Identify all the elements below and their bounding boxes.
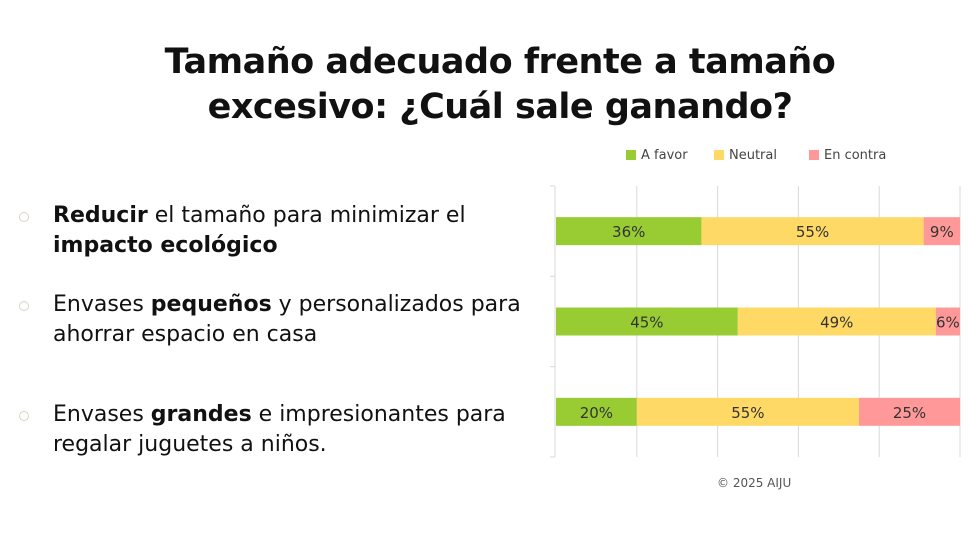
data-label: 36%: [612, 223, 645, 241]
legend-swatch: [626, 150, 636, 160]
data-label: 9%: [930, 223, 954, 241]
bullet-circle-icon: [19, 411, 29, 421]
data-label: 55%: [731, 404, 764, 422]
data-label: 25%: [893, 404, 926, 422]
text: el tamaño para minimizar el: [147, 203, 466, 228]
text: Envases: [53, 402, 151, 427]
legend-label: En contra: [824, 148, 887, 163]
bold-text: impacto ecológico: [53, 233, 278, 258]
bullet-circle-icon: [19, 212, 29, 222]
text: Envases: [53, 292, 151, 317]
bar-segment: [737, 307, 936, 336]
data-label: 20%: [580, 404, 613, 422]
text: e impresionantes para regalar juguetes a…: [53, 402, 506, 457]
bullet-item: Envases grandes e impresionantes para re…: [19, 400, 533, 460]
text: y personalizados para ahorrar espacio en…: [53, 292, 521, 347]
copyright: © 2025 AIJU: [717, 476, 792, 490]
data-label: 49%: [820, 314, 853, 332]
bold-text: pequeños: [150, 292, 272, 317]
legend-item: A favor: [626, 148, 688, 163]
bullet-circle-icon: [19, 301, 29, 311]
bar-segment: [923, 217, 960, 246]
bold-text: grandes: [150, 402, 252, 427]
bullet-item: Envases pequeños y personalizados para a…: [19, 290, 533, 350]
bar-segment: [556, 307, 738, 336]
data-label: 45%: [630, 314, 663, 332]
title-line: excesivo: ¿Cuál sale ganando?: [207, 87, 793, 127]
legend-label: Neutral: [729, 148, 777, 163]
data-label: 55%: [796, 223, 829, 241]
legend-label: A favor: [641, 148, 688, 163]
bar-segment: [701, 217, 924, 246]
bullet-item: Reducir el tamaño para minimizar el impa…: [19, 201, 533, 261]
legend-item: Neutral: [714, 148, 777, 163]
bar-segment: [636, 397, 859, 426]
bar-segment: [556, 397, 637, 426]
title-line: Tamaño adecuado frente a tamaño: [164, 42, 836, 82]
bar-segment: [935, 307, 960, 336]
legend-swatch: [714, 150, 724, 160]
legend-item: En contra: [809, 148, 886, 163]
legend-swatch: [809, 150, 819, 160]
bar-segment: [859, 397, 960, 426]
slide-title: Tamaño adecuado frente a tamaño excesivo…: [0, 40, 980, 130]
bar-segment: [556, 217, 702, 246]
bold-text: Reducir: [53, 203, 148, 228]
data-label: 6%: [936, 314, 960, 332]
